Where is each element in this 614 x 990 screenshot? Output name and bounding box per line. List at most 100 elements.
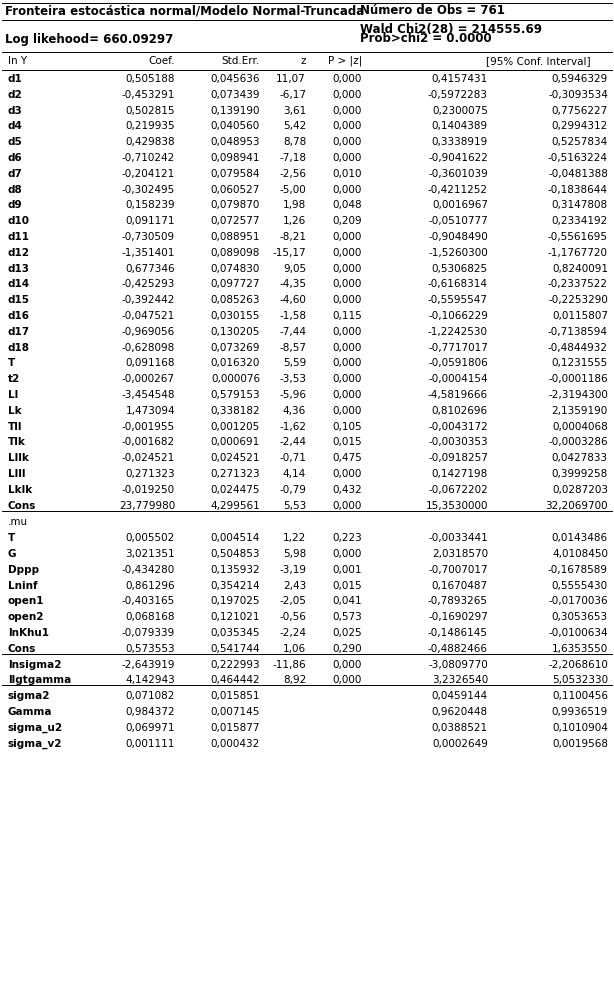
Text: [95% Conf. Interval]: [95% Conf. Interval]	[486, 56, 590, 66]
Text: Tll: Tll	[8, 422, 23, 432]
Text: -4,35: -4,35	[279, 279, 306, 289]
Text: 0,5257834: 0,5257834	[552, 138, 608, 148]
Text: 0,3338919: 0,3338919	[432, 138, 488, 148]
Text: 0,085263: 0,085263	[211, 295, 260, 305]
Text: -2,24: -2,24	[279, 628, 306, 638]
Text: Coef.: Coef.	[149, 56, 175, 66]
Text: 0,030155: 0,030155	[211, 311, 260, 321]
Text: 0,098941: 0,098941	[211, 153, 260, 163]
Text: 0,000: 0,000	[333, 295, 362, 305]
Text: 0,024521: 0,024521	[211, 453, 260, 463]
Text: 0,000: 0,000	[333, 406, 362, 416]
Text: Número de Obs = 761: Número de Obs = 761	[360, 5, 505, 18]
Text: 0,041: 0,041	[332, 596, 362, 607]
Text: 0,015877: 0,015877	[211, 723, 260, 733]
Text: 32,2069700: 32,2069700	[545, 501, 608, 511]
Text: -0,047521: -0,047521	[122, 311, 175, 321]
Text: -0,6168314: -0,6168314	[428, 279, 488, 289]
Text: Log likehood= 660.09297: Log likehood= 660.09297	[5, 33, 173, 46]
Text: Lninf: Lninf	[8, 580, 37, 591]
Text: 3,021351: 3,021351	[125, 549, 175, 559]
Text: -1,2242530: -1,2242530	[428, 327, 488, 337]
Text: -0,425293: -0,425293	[122, 279, 175, 289]
Text: -0,0004154: -0,0004154	[429, 374, 488, 384]
Text: -0,403165: -0,403165	[122, 596, 175, 607]
Text: -0,79: -0,79	[279, 485, 306, 495]
Text: -0,4882466: -0,4882466	[428, 644, 488, 653]
Text: 0,000: 0,000	[333, 138, 362, 148]
Text: 0,000: 0,000	[333, 74, 362, 84]
Text: 0,000: 0,000	[333, 469, 362, 479]
Text: 11,07: 11,07	[276, 74, 306, 84]
Text: 0,000: 0,000	[333, 279, 362, 289]
Text: 0,073439: 0,073439	[211, 90, 260, 100]
Text: Gamma: Gamma	[8, 707, 53, 717]
Text: 1,26: 1,26	[283, 216, 306, 226]
Text: d16: d16	[8, 311, 30, 321]
Text: 0,158239: 0,158239	[125, 200, 175, 211]
Text: llgtgamma: llgtgamma	[8, 675, 71, 685]
Text: 0,000: 0,000	[333, 106, 362, 116]
Text: -0,710242: -0,710242	[122, 153, 175, 163]
Text: 0,045636: 0,045636	[211, 74, 260, 84]
Text: 0,0016967: 0,0016967	[432, 200, 488, 211]
Text: -0,7717017: -0,7717017	[428, 343, 488, 352]
Text: -0,5561695: -0,5561695	[548, 232, 608, 242]
Text: .mu: .mu	[8, 518, 28, 528]
Text: -2,05: -2,05	[279, 596, 306, 607]
Text: 0,000: 0,000	[333, 184, 362, 195]
Text: d2: d2	[8, 90, 23, 100]
Text: 1,98: 1,98	[283, 200, 306, 211]
Text: 0,025: 0,025	[332, 628, 362, 638]
Text: 5,98: 5,98	[283, 549, 306, 559]
Text: -0,3093534: -0,3093534	[548, 90, 608, 100]
Text: 0,9620448: 0,9620448	[432, 707, 488, 717]
Text: P > |z|: P > |z|	[328, 55, 362, 66]
Text: 0,338182: 0,338182	[211, 406, 260, 416]
Text: open1: open1	[8, 596, 44, 607]
Text: -1,1767720: -1,1767720	[548, 248, 608, 257]
Text: -0,628098: -0,628098	[122, 343, 175, 352]
Text: 0,290: 0,290	[332, 644, 362, 653]
Text: 5,59: 5,59	[283, 358, 306, 368]
Text: 0,074830: 0,074830	[211, 263, 260, 273]
Text: 15,3530000: 15,3530000	[426, 501, 488, 511]
Text: -3,0809770: -3,0809770	[428, 659, 488, 669]
Text: -0,0100634: -0,0100634	[548, 628, 608, 638]
Text: 0,000: 0,000	[333, 263, 362, 273]
Text: 0,007145: 0,007145	[211, 707, 260, 717]
Text: 0,8102696: 0,8102696	[432, 406, 488, 416]
Text: 0,197025: 0,197025	[211, 596, 260, 607]
Text: -11,86: -11,86	[273, 659, 306, 669]
Text: 0,541744: 0,541744	[211, 644, 260, 653]
Text: -6,17: -6,17	[279, 90, 306, 100]
Text: 4,36: 4,36	[283, 406, 306, 416]
Text: -0,0672202: -0,0672202	[428, 485, 488, 495]
Text: 0,1404389: 0,1404389	[432, 122, 488, 132]
Text: -8,57: -8,57	[279, 343, 306, 352]
Text: -1,62: -1,62	[279, 422, 306, 432]
Text: -0,0481388: -0,0481388	[548, 169, 608, 179]
Text: 0,7756227: 0,7756227	[552, 106, 608, 116]
Text: 0,219935: 0,219935	[125, 122, 175, 132]
Text: 0,024475: 0,024475	[211, 485, 260, 495]
Text: 0,073269: 0,073269	[211, 343, 260, 352]
Text: d14: d14	[8, 279, 30, 289]
Text: 0,0019568: 0,0019568	[552, 739, 608, 748]
Text: -1,58: -1,58	[279, 311, 306, 321]
Text: Std.Err.: Std.Err.	[222, 56, 260, 66]
Text: 0,000: 0,000	[333, 327, 362, 337]
Text: Llll: Llll	[8, 469, 26, 479]
Text: T: T	[8, 534, 15, 544]
Text: -0,730509: -0,730509	[122, 232, 175, 242]
Text: 0,504853: 0,504853	[211, 549, 260, 559]
Text: d15: d15	[8, 295, 30, 305]
Text: 4,0108450: 4,0108450	[552, 549, 608, 559]
Text: 0,8240091: 0,8240091	[552, 263, 608, 273]
Text: 0,048953: 0,048953	[211, 138, 260, 148]
Text: Lklk: Lklk	[8, 485, 33, 495]
Text: -0,969056: -0,969056	[122, 327, 175, 337]
Text: -0,1066229: -0,1066229	[428, 311, 488, 321]
Text: 0,0143486: 0,0143486	[552, 534, 608, 544]
Text: 0,000: 0,000	[333, 122, 362, 132]
